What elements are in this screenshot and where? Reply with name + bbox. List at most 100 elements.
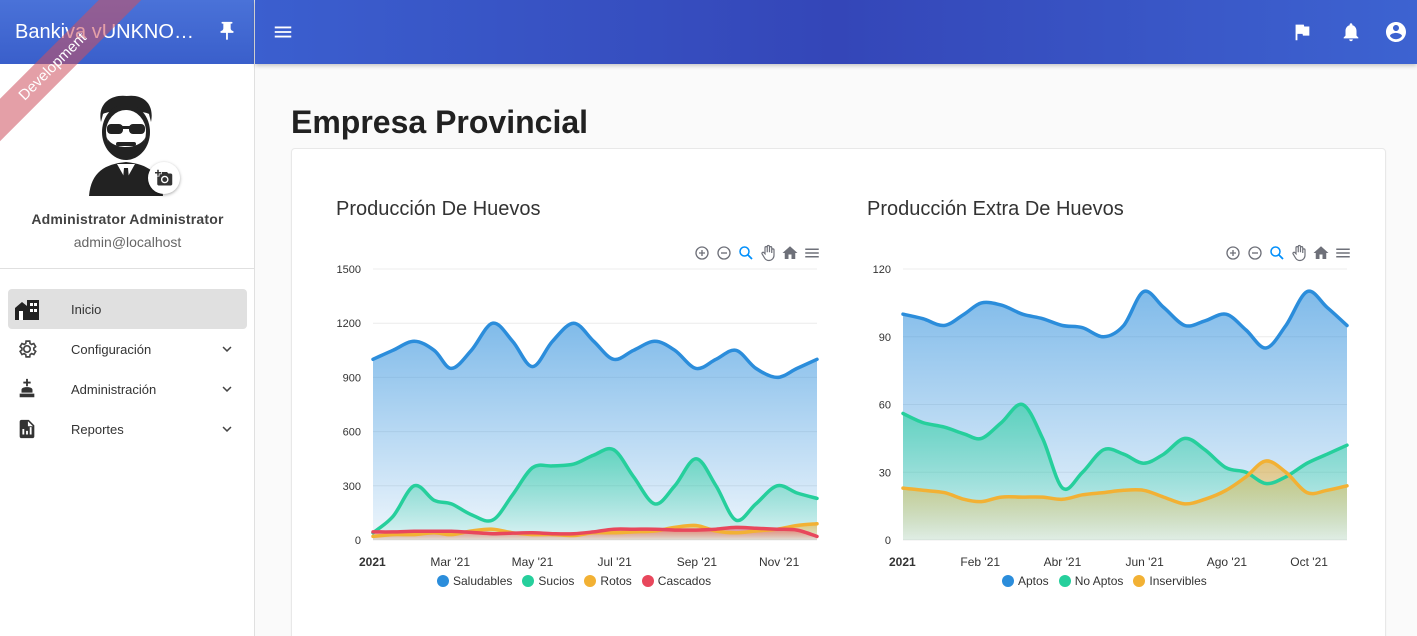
legend-marker (437, 575, 449, 587)
legend-marker (641, 575, 654, 587)
x-tick-label: Jul '21 (598, 555, 633, 569)
chart-menu-icon[interactable] (803, 244, 821, 262)
legend-marker (1002, 575, 1014, 587)
chevron-down-icon (222, 386, 232, 392)
series-line (901, 402, 1349, 492)
sidebar-item-administracion[interactable]: Administración (8, 369, 247, 409)
legend-label: Inservibles (1149, 574, 1207, 588)
chart-legend: Aptos No Aptos Inservibles (1002, 574, 1207, 588)
camera-icon (155, 169, 173, 186)
series-line (371, 525, 819, 539)
series-area (903, 460, 1347, 540)
bell-icon[interactable] (1340, 20, 1362, 44)
legend-marker (522, 575, 535, 587)
legend-marker (1133, 575, 1146, 587)
x-tick-label: Sep '21 (677, 555, 718, 569)
flag-icon[interactable] (1291, 20, 1313, 44)
y-tick-label: 300 (343, 481, 361, 493)
user-name: Administrator Administrator (31, 211, 224, 227)
legend-label: Saludables (453, 574, 513, 588)
x-tick-label: Nov '21 (759, 555, 800, 569)
legend-item[interactable]: Rotos (584, 574, 632, 588)
sidebar-divider (0, 268, 254, 269)
account-icon[interactable] (1384, 20, 1408, 44)
chart-title: Producción Extra De Huevos (867, 198, 1124, 220)
building-icon (15, 300, 39, 320)
legend-item[interactable]: No Aptos (1058, 574, 1124, 588)
sidebar-item-inicio[interactable]: Inicio (8, 289, 247, 329)
y-tick-label: 900 (343, 372, 361, 384)
legend-item[interactable]: Cascados (641, 574, 712, 588)
y-tick-label: 0 (355, 535, 361, 547)
series-line (371, 321, 819, 380)
series-line (371, 446, 819, 535)
user-email: admin@localhost (73, 234, 182, 250)
sidebar-nav: Inicio Configuración Administración Repo… (8, 289, 247, 449)
legend-label: Aptos (1018, 574, 1049, 588)
sidebar-item-label: Configuración (71, 341, 152, 357)
x-tick-label: Abr '21 (1044, 555, 1082, 569)
y-tick-label: 30 (879, 467, 891, 479)
change-photo-button[interactable] (148, 162, 180, 194)
production-chart: 0 300 600 900 1200 1500 2021 Mar '21 May '21 Jul … (337, 264, 819, 569)
selection-zoom-icon[interactable] (737, 244, 755, 262)
y-tick-label: 120 (873, 264, 891, 276)
sidebar-item-label: Administración (71, 381, 157, 397)
reset-zoom-icon[interactable] (781, 244, 799, 262)
legend-item[interactable]: Inservibles (1133, 574, 1207, 588)
page-title: Empresa Provincial (291, 104, 589, 140)
sidebar-item-configuracion[interactable]: Configuración (8, 329, 247, 369)
zoom-out-icon[interactable] (1246, 244, 1264, 262)
pin-icon[interactable] (216, 20, 238, 42)
top-app-bar (255, 0, 1417, 64)
chart-toolbar (693, 244, 821, 262)
x-tick-label: 2021 (889, 555, 916, 569)
x-tick-label: May '21 (512, 555, 554, 569)
zoom-out-icon[interactable] (715, 244, 733, 262)
zoom-in-icon[interactable] (693, 244, 711, 262)
legend-label: Sucios (538, 574, 575, 588)
chart-menu-icon[interactable] (1334, 244, 1352, 262)
sidebar-item-label: Inicio (71, 301, 102, 317)
y-tick-label: 0 (885, 535, 891, 547)
menu-icon[interactable] (272, 21, 294, 43)
x-tick-label: Ago '21 (1207, 555, 1248, 569)
legend-item[interactable]: Aptos (1002, 574, 1049, 588)
sidebar-item-reportes[interactable]: Reportes (8, 409, 247, 449)
x-tick-label: Oct '21 (1290, 555, 1328, 569)
avatar (89, 95, 163, 196)
legend-label: Cascados (657, 574, 712, 588)
series-line (901, 289, 1349, 350)
y-tick-label: 1200 (337, 318, 361, 330)
legend-marker (584, 575, 597, 587)
pan-icon[interactable] (1290, 244, 1308, 262)
legend-item[interactable]: Saludables (437, 574, 512, 588)
y-tick-label: 60 (879, 400, 891, 412)
x-tick-label: Feb '21 (960, 555, 1000, 569)
gear-icon (19, 340, 37, 358)
selection-zoom-icon[interactable] (1268, 244, 1286, 262)
x-tick-label: 2021 (359, 555, 386, 569)
sidebar-item-label: Reportes (71, 421, 124, 437)
report-icon (19, 419, 35, 439)
chess-piece-icon (19, 378, 35, 398)
series-line (901, 459, 1349, 506)
legend-label: Rotos (600, 574, 632, 588)
chart-title: Producción De Huevos (336, 198, 541, 220)
chart-legend: Saludables Sucios Rotos Cascados (437, 574, 711, 588)
legend-item[interactable]: Sucios (522, 574, 574, 588)
chart-toolbar (1224, 244, 1352, 262)
chevron-down-icon (222, 426, 232, 432)
x-tick-label: Mar '21 (430, 555, 470, 569)
y-tick-label: 1500 (337, 264, 361, 276)
chevron-down-icon (222, 346, 232, 352)
y-tick-label: 90 (879, 332, 891, 344)
y-tick-label: 600 (343, 427, 361, 439)
sidebar: Bankiva vUNKNOWN Development Administrat… (0, 0, 255, 636)
legend-label: No Aptos (1074, 574, 1124, 588)
x-tick-label: Jun '21 (1126, 555, 1165, 569)
pan-icon[interactable] (759, 244, 777, 262)
reset-zoom-icon[interactable] (1312, 244, 1330, 262)
extra-production-chart: 0 30 60 90 120 2021 Feb '21 Abr '21 Jun '21 Ago '… (873, 264, 1349, 569)
zoom-in-icon[interactable] (1224, 244, 1242, 262)
